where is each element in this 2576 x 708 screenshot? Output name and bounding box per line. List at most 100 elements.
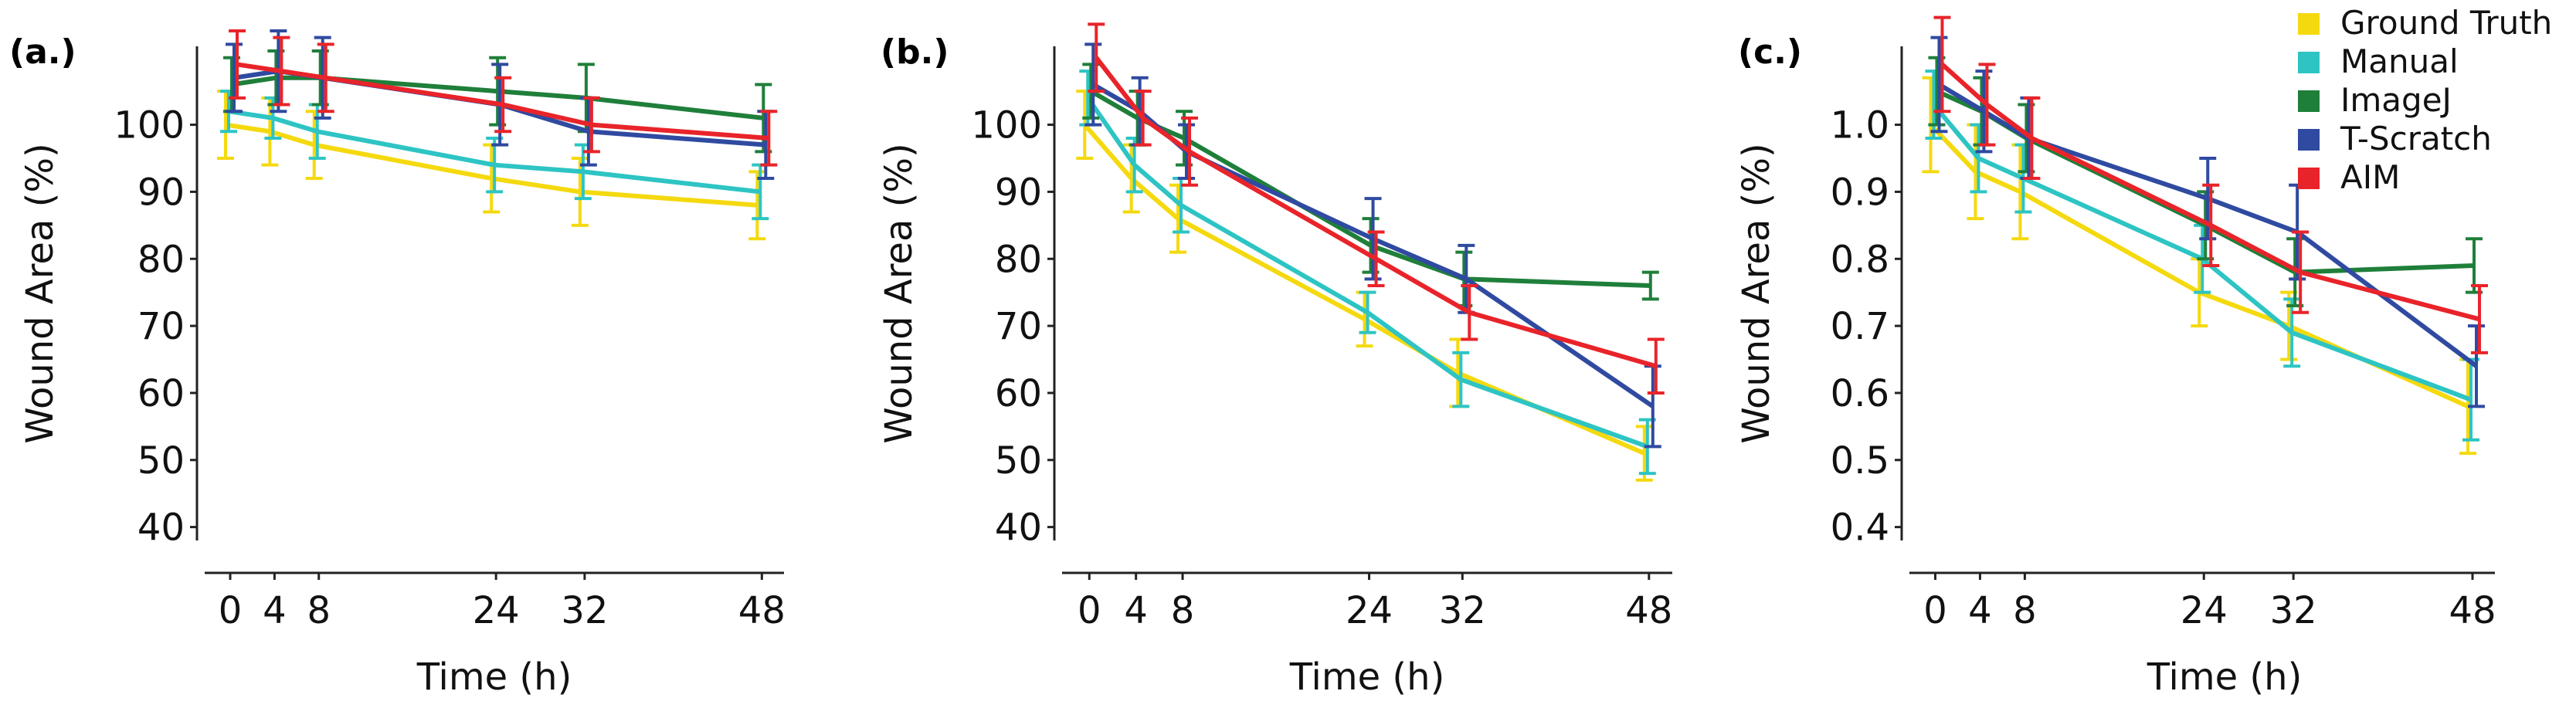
y-tick-label: 60: [137, 372, 185, 415]
error-bar: [1647, 337, 1665, 395]
x-tick-label: 0: [1078, 589, 1101, 632]
y-tick-label: 70: [137, 305, 185, 348]
error-bar: [229, 29, 246, 100]
y-axis-title: Wound Area (%): [877, 143, 921, 443]
y-tick-label: 90: [137, 171, 185, 214]
error-bar: [1635, 425, 1653, 482]
error-bar: [1084, 42, 1102, 127]
x-tick-label: 8: [307, 589, 331, 632]
x-tick-label: 4: [1124, 589, 1148, 632]
series-line-aim: [1940, 63, 2480, 322]
legend-swatch: [2298, 13, 2320, 35]
series-aim: [1088, 22, 1665, 395]
y-tick-label: 50: [995, 439, 1042, 483]
error-bar: [1364, 197, 1382, 281]
legend-label: AIM: [2340, 158, 2400, 196]
y-tick-label: 80: [995, 238, 1042, 281]
series-imagej: [1082, 63, 1659, 308]
error-bar: [273, 36, 290, 107]
series-line-imagej: [231, 75, 764, 120]
x-tick-label: 4: [263, 589, 287, 632]
x-tick-label: 32: [1439, 589, 1486, 632]
series-manual: [220, 90, 769, 221]
error-bar: [1452, 351, 1470, 408]
x-tick-label: 0: [219, 589, 243, 632]
legend-label: T-Scratch: [2340, 120, 2492, 158]
panel-label: (b.): [881, 32, 949, 72]
error-bar: [1930, 36, 1948, 134]
y-tick-label: 1.0: [1831, 104, 1889, 147]
error-bar: [1461, 284, 1478, 341]
legend-label: Ground Truth: [2340, 4, 2552, 42]
error-bar: [1359, 290, 1376, 334]
x-axis-title: Time (h): [416, 655, 572, 699]
error-bar: [2202, 183, 2220, 267]
legend-item-ground-truth: Ground Truth: [2298, 4, 2552, 42]
series-line-ground-truth: [1929, 123, 2469, 409]
y-tick-label: 100: [971, 104, 1042, 147]
y-tick-label: 100: [114, 104, 185, 147]
legend-item-t-scratch: T-Scratch: [2298, 120, 2492, 158]
error-bar: [2471, 284, 2489, 354]
x-tick-label: 8: [1171, 589, 1195, 632]
error-bar: [2023, 96, 2041, 181]
x-axis-title: Time (h): [1289, 655, 1445, 699]
legend-item-aim: AIM: [2298, 158, 2400, 196]
series-line-manual: [1932, 103, 2472, 402]
x-tick-label: 24: [2181, 589, 2228, 632]
y-tick-label: 0.6: [1831, 372, 1889, 415]
panel-label: (a.): [9, 32, 76, 72]
series-line-aim: [236, 62, 769, 141]
legend-swatch: [2298, 90, 2320, 112]
x-tick-label: 24: [1346, 589, 1393, 632]
y-axis-title: Wound Area (%): [19, 143, 62, 443]
y-tick-label: 0.4: [1831, 506, 1889, 550]
legend-label: Manual: [2340, 42, 2459, 80]
error-bar: [1978, 63, 1996, 147]
error-bar: [1181, 116, 1199, 187]
x-axis-title: Time (h): [2147, 655, 2303, 699]
y-tick-label: 40: [137, 506, 185, 550]
error-bar: [1356, 290, 1373, 348]
x-tick-label: 32: [2270, 589, 2317, 632]
y-tick-label: 0.5: [1831, 439, 1889, 483]
x-tick-label: 32: [561, 589, 608, 632]
x-tick-label: 48: [738, 589, 786, 632]
error-bar: [1088, 22, 1105, 93]
error-bar: [1134, 90, 1152, 147]
legend-item-manual: Manual: [2298, 42, 2459, 80]
y-tick-label: 40: [995, 506, 1042, 550]
series-line-manual: [1085, 97, 1648, 449]
legend-label: ImageJ: [2340, 81, 2452, 119]
error-bar: [582, 96, 600, 154]
series-line-ground-truth: [225, 122, 758, 208]
x-tick-label: 48: [1625, 589, 1672, 632]
error-bar: [1933, 15, 1951, 113]
y-tick-label: 90: [995, 171, 1042, 214]
y-tick-label: 50: [137, 439, 185, 483]
error-bar: [1367, 230, 1385, 287]
series-line-t-scratch: [1937, 82, 2478, 368]
y-tick-label: 80: [137, 238, 185, 281]
y-tick-label: 60: [995, 372, 1042, 415]
x-tick-label: 24: [473, 589, 520, 632]
panel-label: (c.): [1738, 32, 1802, 72]
y-tick-label: 70: [995, 305, 1042, 348]
series-aim: [229, 29, 778, 167]
legend-swatch: [2298, 168, 2320, 189]
error-bar: [1975, 69, 1993, 154]
series-line-manual: [228, 109, 761, 195]
series-line-aim: [1094, 56, 1657, 369]
y-axis-title: Wound Area (%): [1735, 143, 1778, 443]
x-tick-label: 48: [2449, 589, 2496, 632]
error-bar: [1641, 270, 1659, 301]
legend-swatch: [2298, 129, 2320, 151]
error-bar: [748, 170, 766, 241]
series-manual: [1079, 69, 1656, 476]
legend-item-imagej: ImageJ: [2298, 81, 2452, 119]
